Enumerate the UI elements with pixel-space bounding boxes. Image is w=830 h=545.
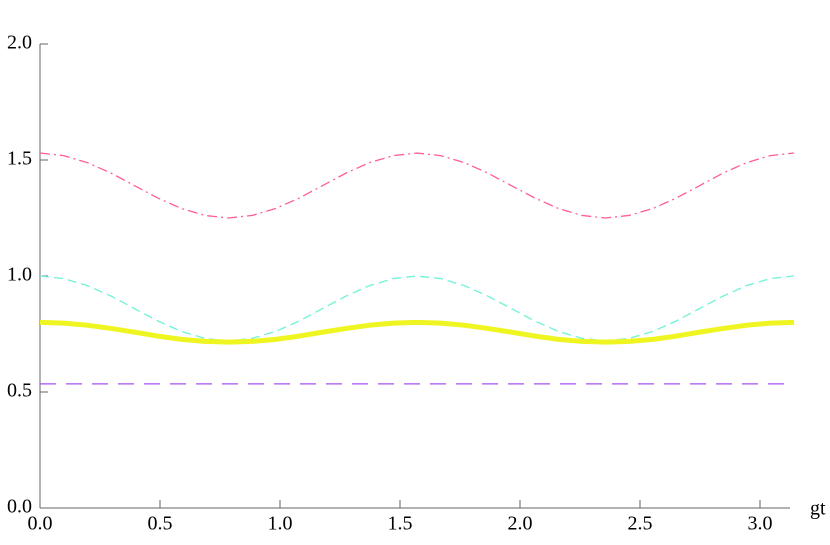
x-tick-label: 2.5 xyxy=(628,513,653,535)
y-tick-label: 0.0 xyxy=(7,496,32,518)
x-tick-label: 0.5 xyxy=(148,513,173,535)
x-tick-label: 0.0 xyxy=(28,513,53,535)
y-tick-label: 1.5 xyxy=(7,148,32,170)
y-tick-label: 2.0 xyxy=(7,32,32,54)
y-tick-label: 1.0 xyxy=(7,264,32,286)
x-tick-label: 1.0 xyxy=(268,513,293,535)
x-axis-label: gt xyxy=(810,498,826,520)
data-line xyxy=(39,275,795,342)
data-line xyxy=(39,152,795,219)
x-tick-label: 3.0 xyxy=(748,513,773,535)
x-tick-label: 1.5 xyxy=(388,513,413,535)
y-tick-label: 0.5 xyxy=(7,380,32,402)
data-line xyxy=(39,319,795,345)
x-tick-label: 2.0 xyxy=(508,513,533,535)
